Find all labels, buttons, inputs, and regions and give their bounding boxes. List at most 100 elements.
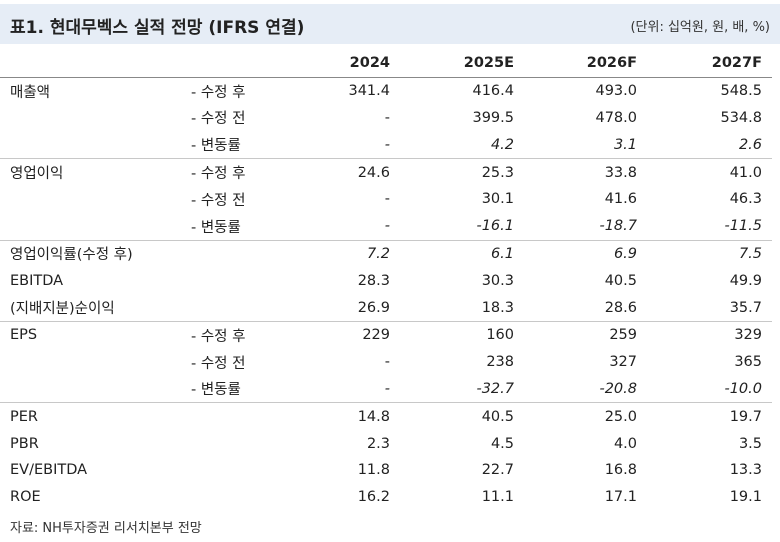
table-cell: 28.6: [604, 299, 637, 316]
table-cell: 40.5: [400, 402, 524, 431]
table-row: PBR 2.3 4.5 4.0 3.5: [0, 430, 772, 457]
table-row: ROE 16.2 11.1 17.1 19.1: [0, 484, 772, 511]
table-cell: 416.4: [472, 83, 514, 100]
table-title: 표1. 현대무벡스 실적 전망 (IFRS 연결): [10, 18, 305, 38]
source-note: 자료: NH투자증권 리서치본부 전망: [10, 521, 202, 536]
forecast-table: 2024 2025E 2026F 2027F 매출액 - 수정 후 341.4 416…: [0, 50, 772, 511]
table-cell: 7.5: [647, 239, 772, 268]
row-sublabel: - 변동률: [191, 219, 241, 236]
row-label: PBR: [10, 435, 39, 452]
row-label: [0, 376, 183, 403]
table-cell: 17.1: [604, 489, 637, 506]
table-row: 매출액 - 수정 후 341.4 416.4 493.0 548.5: [0, 77, 772, 104]
table-cell: -: [384, 136, 390, 153]
table-cell: -20.8: [599, 380, 637, 397]
header-empty: [183, 50, 300, 78]
table-row: (지배지분)순이익 26.9 18.3 28.6 35.7: [0, 294, 772, 321]
table-row: - 변동률 - -16.1 -18.7 -11.5: [0, 213, 772, 240]
table-cell: 478.0: [595, 109, 637, 126]
table-cell: 341.4: [348, 83, 390, 100]
table-cell: 24.6: [300, 158, 400, 186]
row-sublabel: [183, 267, 300, 294]
table-row: EV/EBITDA 11.8 22.7 16.8 13.3: [0, 457, 772, 484]
table-cell: 399.5: [472, 109, 514, 126]
table-cell: -: [384, 218, 390, 235]
table-cell: 534.8: [720, 109, 762, 126]
table-cell: 3.5: [738, 435, 762, 452]
row-sublabel: - 수정 전: [191, 192, 246, 209]
row-label: ROE: [10, 489, 41, 506]
row-sublabel: - 수정 후: [183, 320, 300, 349]
table-row: - 수정 전 - 238 327 365: [0, 349, 772, 376]
table-cell: 16.2: [357, 489, 390, 506]
unit-note: (단위: 십억원, 원, 배, %): [630, 20, 770, 35]
table-cell: 25.3: [400, 158, 524, 186]
table-cell: 6.9: [524, 239, 647, 268]
row-sublabel: - 수정 전: [191, 355, 246, 372]
table-cell: 41.0: [647, 158, 772, 186]
row-sublabel: [183, 239, 300, 268]
row-sublabel: [183, 402, 300, 431]
row-label: [0, 349, 183, 376]
table-row: - 변동률 - 4.2 3.1 2.6: [0, 131, 772, 158]
table-row: EPS - 수정 후 229 160 259 329: [0, 320, 772, 349]
row-label: EPS: [0, 320, 183, 349]
row-label: [0, 213, 183, 240]
row-label: 매출액: [10, 84, 51, 101]
table-row: - 수정 전 - 30.1 41.6 46.3: [0, 186, 772, 213]
column-header: 2025E: [400, 50, 524, 78]
table-cell: -11.5: [724, 218, 762, 235]
table-cell: 14.8: [300, 402, 400, 431]
column-header: 2027F: [647, 50, 772, 78]
table-cell: -: [384, 191, 390, 208]
column-header: 2024: [300, 50, 400, 78]
row-label: EV/EBITDA: [10, 462, 88, 479]
table-cell: 11.8: [357, 462, 390, 479]
table-cell: 329: [647, 320, 772, 349]
row-label: (지배지분)순이익: [10, 301, 115, 318]
table-cell: 229: [300, 320, 400, 349]
table-cell: 4.0: [613, 435, 637, 452]
table-cell: 49.9: [729, 272, 762, 289]
table-cell: 16.8: [604, 462, 637, 479]
table-cell: -: [384, 109, 390, 126]
table-cell: 19.7: [647, 402, 772, 431]
table-cell: -: [384, 354, 390, 371]
row-sublabel: - 수정 후: [191, 84, 246, 101]
table-cell: 7.2: [300, 239, 400, 268]
table-cell: 19.1: [729, 489, 762, 506]
row-sublabel: - 수정 전: [191, 111, 246, 128]
table-cell: 18.3: [481, 299, 514, 316]
table-cell: 11.1: [481, 489, 514, 506]
table-cell: 13.3: [729, 462, 762, 479]
row-sublabel: [183, 430, 300, 457]
row-sublabel: [183, 294, 300, 321]
table-cell: 25.0: [524, 402, 647, 431]
table-cell: 4.5: [490, 435, 514, 452]
table-cell: -32.7: [476, 380, 514, 397]
row-label: 영업이익: [0, 158, 183, 186]
table-cell: -18.7: [599, 218, 637, 235]
table-cell: -: [384, 380, 390, 397]
row-label: 영업이익률(수정 후): [0, 239, 183, 268]
row-sublabel: - 수정 후: [183, 158, 300, 186]
table-cell: 2.3: [366, 435, 390, 452]
title-bar: 표1. 현대무벡스 실적 전망 (IFRS 연결) (단위: 십억원, 원, 배…: [0, 4, 780, 44]
table-cell: 41.6: [604, 191, 637, 208]
header-empty: [0, 50, 183, 78]
row-label: EBITDA: [10, 272, 64, 289]
column-header: 2026F: [524, 50, 647, 78]
table-cell: 40.5: [604, 272, 637, 289]
table-cell: 548.5: [720, 83, 762, 100]
table-cell: 493.0: [595, 83, 637, 100]
table-row: EBITDA 28.3 30.3 40.5 49.9: [0, 267, 772, 294]
table-cell: 26.9: [357, 299, 390, 316]
row-label: [0, 186, 183, 213]
table-cell: 46.3: [729, 191, 762, 208]
row-label: PER: [0, 402, 183, 431]
table-row: - 변동률 - -32.7 -20.8 -10.0: [0, 376, 772, 403]
table-row: 영업이익률(수정 후) 7.2 6.1 6.9 7.5: [0, 239, 772, 268]
table-cell: 30.3: [481, 272, 514, 289]
table-cell: -16.1: [476, 218, 514, 235]
row-sublabel: [183, 484, 300, 511]
